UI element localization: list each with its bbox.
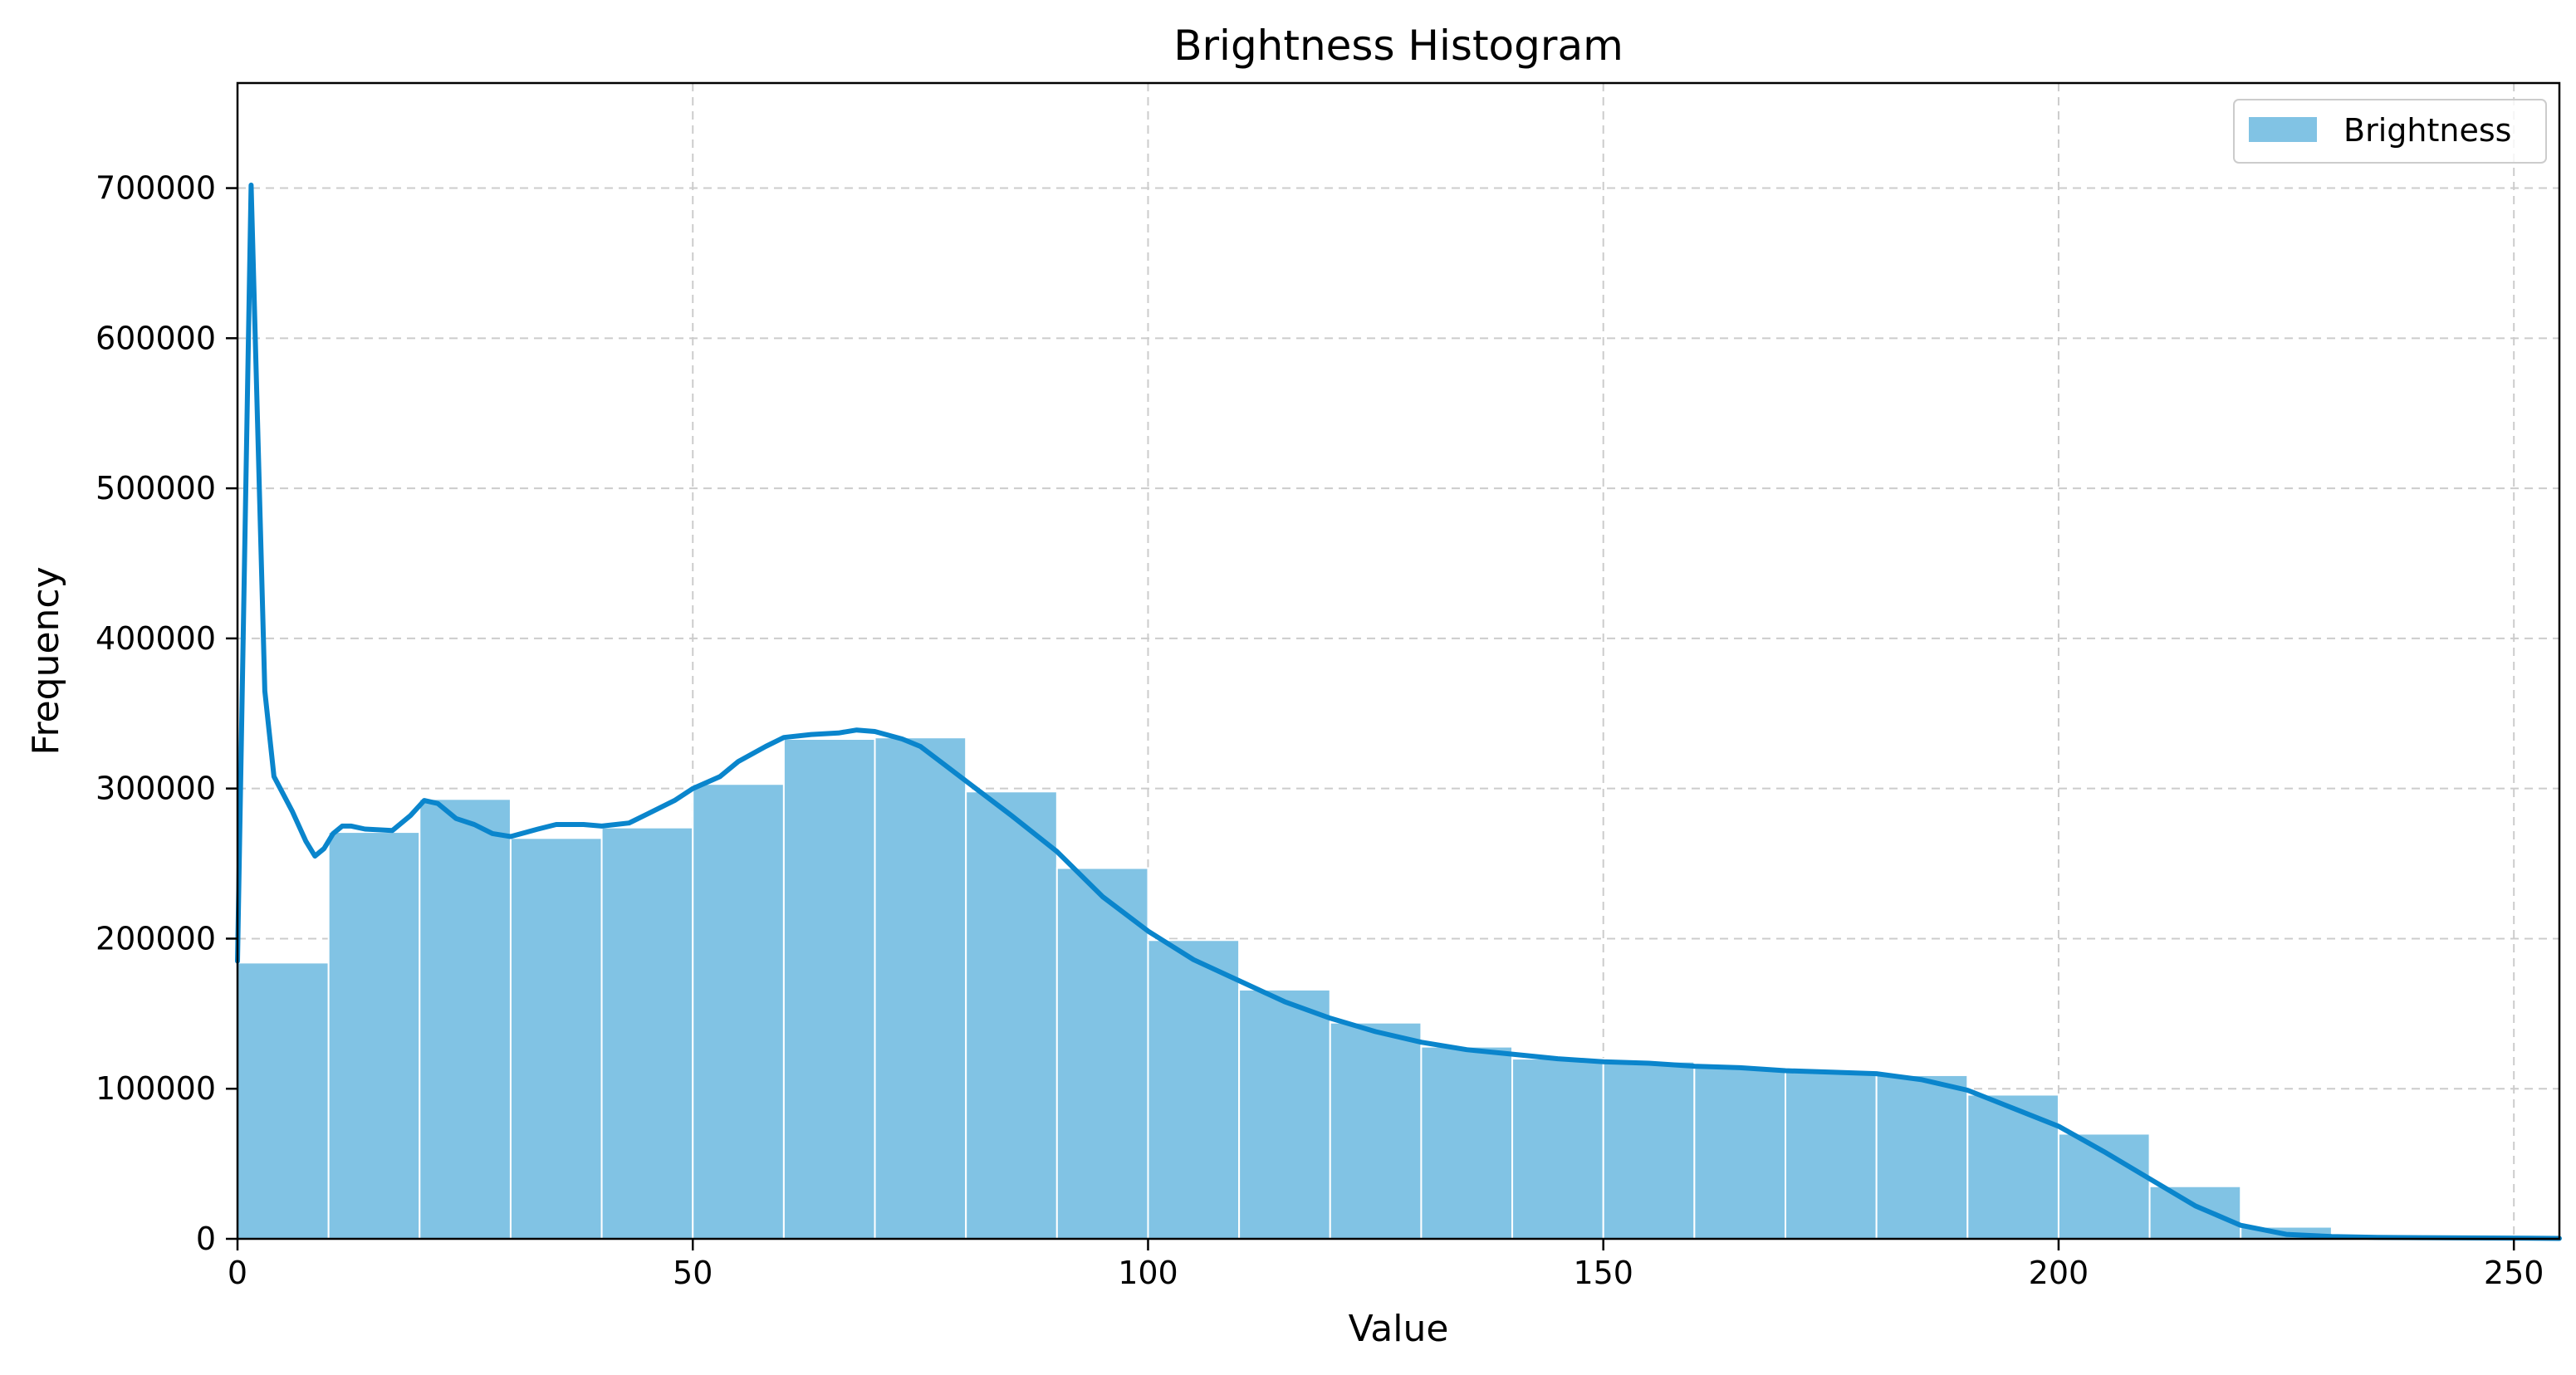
histogram-bar xyxy=(1785,1072,1877,1239)
x-tick-label: 50 xyxy=(673,1255,713,1291)
legend: Brightness xyxy=(2234,100,2546,163)
x-tick-label: 0 xyxy=(228,1255,247,1291)
y-tick-label: 0 xyxy=(196,1221,216,1257)
y-tick-label: 600000 xyxy=(95,320,216,356)
histogram-bar xyxy=(875,737,967,1239)
histogram-bar xyxy=(511,838,602,1239)
y-axis-label: Frequency xyxy=(25,566,67,755)
y-tick-label: 200000 xyxy=(95,920,216,957)
histogram-bar xyxy=(1239,990,1330,1239)
y-tick-label: 400000 xyxy=(95,620,216,657)
x-tick-label: 100 xyxy=(1118,1255,1178,1291)
histogram-bar xyxy=(693,784,784,1239)
histogram-bar xyxy=(1877,1075,1968,1239)
histogram-bar xyxy=(784,739,875,1239)
x-tick-label: 250 xyxy=(2484,1255,2544,1291)
chart-title: Brightness Histogram xyxy=(1173,22,1623,70)
x-tick-label: 200 xyxy=(2029,1255,2089,1291)
histogram-bar xyxy=(1694,1068,1785,1239)
y-tick-label: 500000 xyxy=(95,470,216,506)
histogram-bar xyxy=(966,791,1057,1239)
y-tick-label: 300000 xyxy=(95,771,216,807)
legend-label-brightness: Brightness xyxy=(2343,112,2511,149)
x-axis-label: Value xyxy=(1349,1308,1449,1350)
histogram-bar xyxy=(2150,1187,2241,1239)
histogram-bar xyxy=(1148,940,1239,1239)
histogram-bar xyxy=(602,828,693,1239)
histogram-bar xyxy=(1512,1059,1604,1239)
y-tick-label: 700000 xyxy=(95,170,216,207)
y-tick-label: 100000 xyxy=(95,1070,216,1107)
histogram-bar xyxy=(329,832,420,1239)
histogram-bar xyxy=(1967,1094,2059,1239)
legend-swatch-brightness xyxy=(2249,117,2317,142)
histogram-bar xyxy=(1604,1062,1695,1239)
histogram-bar xyxy=(238,962,329,1239)
histogram-bar xyxy=(1421,1047,1512,1239)
histogram-bar xyxy=(1330,1023,1422,1239)
x-tick-label: 150 xyxy=(1573,1255,1633,1291)
histogram-bar xyxy=(419,799,511,1239)
